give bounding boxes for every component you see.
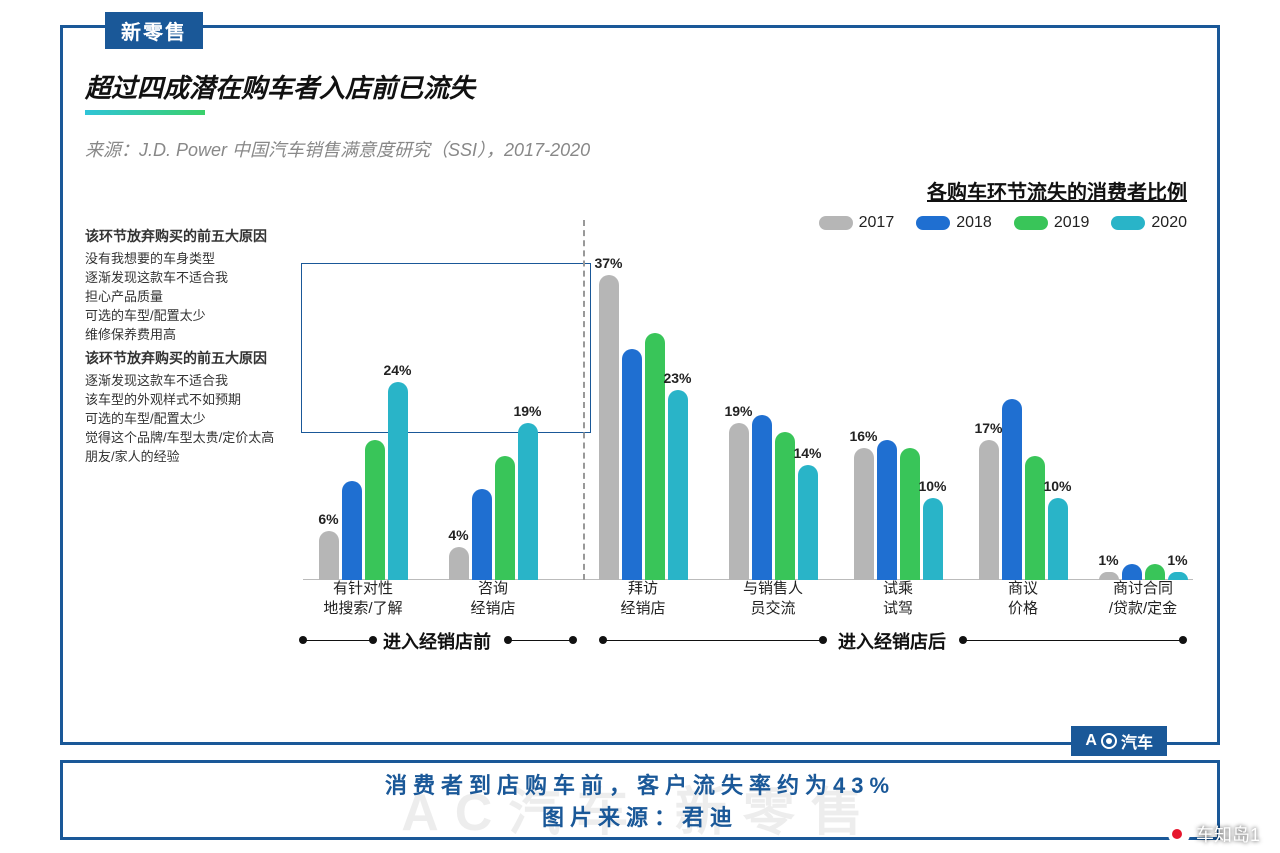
category-label: 咨询经销店 [438, 579, 548, 618]
category-label: 试乘试驾 [843, 579, 953, 618]
section-range-line [508, 640, 573, 641]
bar-value-label: 6% [307, 511, 351, 527]
reasons-2-title: 该环节放弃购买的前五大原因 [85, 348, 305, 368]
category-label: 与销售人员交流 [718, 579, 828, 618]
reason-item: 朋友/家人的经验 [85, 448, 305, 467]
bar [449, 547, 469, 580]
section-range-line [303, 640, 373, 641]
bar-value-label: 14% [786, 445, 830, 461]
brand-prefix: A [1085, 732, 1097, 750]
reason-item: 逐渐发现这款车不适合我 [85, 372, 305, 391]
reason-item: 可选的车型/配置太少 [85, 307, 305, 326]
chart-divider [583, 220, 585, 580]
bar-value-label: 24% [376, 362, 420, 378]
bar-value-label: 17% [967, 420, 1011, 436]
caption-line-1: 消费者到店购车前，客户流失率约为43% [385, 768, 895, 800]
bar-value-label: 10% [911, 478, 955, 494]
bar [622, 349, 642, 580]
bar [599, 275, 619, 580]
bar [668, 390, 688, 580]
reason-item: 维修保养费用高 [85, 326, 305, 345]
section-label: 进入经销店前 [383, 628, 491, 654]
section-range-line [963, 640, 1183, 641]
bar-group [854, 440, 943, 580]
reason-item: 觉得这个品牌/车型太贵/定价太高 [85, 429, 305, 448]
bar [979, 440, 999, 580]
bar-chart: 进入经销店前进入经销店后 6%24%有针对性地搜索/了解4%19%咨询经销店37… [303, 228, 1193, 618]
reasons-1-title: 该环节放弃购买的前五大原因 [85, 226, 305, 246]
bar [388, 382, 408, 580]
brand-logo-icon [1101, 733, 1117, 749]
category-label: 拜访经销店 [588, 579, 698, 618]
bar-group [729, 415, 818, 580]
caption-line-2: 图片来源：君迪 [542, 800, 738, 832]
bar-value-label: 1% [1087, 552, 1131, 568]
bar-group [319, 382, 408, 580]
weibo-attribution: 车知岛1 [1168, 821, 1260, 847]
reason-item: 没有我想要的车身类型 [85, 250, 305, 269]
bar [923, 498, 943, 581]
bar-value-label: 19% [717, 403, 761, 419]
reason-item: 该车型的外观样式不如预期 [85, 391, 305, 410]
bar [1048, 498, 1068, 581]
bar-value-label: 1% [1156, 552, 1200, 568]
weibo-icon [1168, 823, 1190, 845]
brand-badge: A 汽车 [1071, 726, 1167, 756]
bar [1025, 456, 1045, 580]
chart-subtitle: 各购车环节流失的消费者比例 [927, 176, 1187, 205]
reasons-block-2: 该环节放弃购买的前五大原因 逐渐发现这款车不适合我该车型的外观样式不如预期可选的… [85, 348, 305, 467]
bar [518, 423, 538, 580]
category-label: 有针对性地搜索/了解 [308, 579, 418, 618]
bar [877, 440, 897, 580]
bar [900, 448, 920, 580]
bar-value-label: 23% [656, 370, 700, 386]
bar-value-label: 4% [437, 527, 481, 543]
category-label: 商议价格 [968, 579, 1078, 618]
bar-group [449, 423, 538, 580]
weibo-handle: 车知岛1 [1196, 821, 1260, 847]
bar [495, 456, 515, 580]
chart-title: 超过四成潜在购车者入店前已流失 [85, 68, 475, 105]
section-range-line [603, 640, 823, 641]
title-underline [85, 110, 205, 115]
category-label: 商讨合同/贷款/定金 [1088, 579, 1198, 618]
reason-item: 可选的车型/配置太少 [85, 410, 305, 429]
bar [342, 481, 362, 580]
category-tag: 新零售 [105, 12, 203, 49]
brand-suffix: 汽车 [1121, 729, 1153, 753]
caption-frame: 消费者到店购车前，客户流失率约为43% 图片来源：君迪 [60, 760, 1220, 840]
section-labels-row: 进入经销店前 进入经销店后 [303, 628, 1193, 658]
bar-group [599, 275, 688, 580]
reason-item: 担心产品质量 [85, 288, 305, 307]
section-label: 进入经销店后 [838, 628, 946, 654]
reason-item: 逐渐发现这款车不适合我 [85, 269, 305, 288]
bar-value-label: 19% [506, 403, 550, 419]
bar [319, 531, 339, 581]
bar-value-label: 10% [1036, 478, 1080, 494]
bar [729, 423, 749, 580]
bar [854, 448, 874, 580]
bar [365, 440, 385, 580]
bar [752, 415, 772, 580]
bar-value-label: 16% [842, 428, 886, 444]
main-chart-frame: 超过四成潜在购车者入店前已流失 来源：J.D. Power 中国汽车销售满意度研… [60, 25, 1220, 745]
reasons-block-1: 该环节放弃购买的前五大原因 没有我想要的车身类型逐渐发现这款车不适合我担心产品质… [85, 226, 305, 345]
bar-value-label: 37% [587, 255, 631, 271]
source-text: 来源：J.D. Power 中国汽车销售满意度研究（SSI），2017-2020 [85, 136, 590, 162]
bar [798, 465, 818, 581]
